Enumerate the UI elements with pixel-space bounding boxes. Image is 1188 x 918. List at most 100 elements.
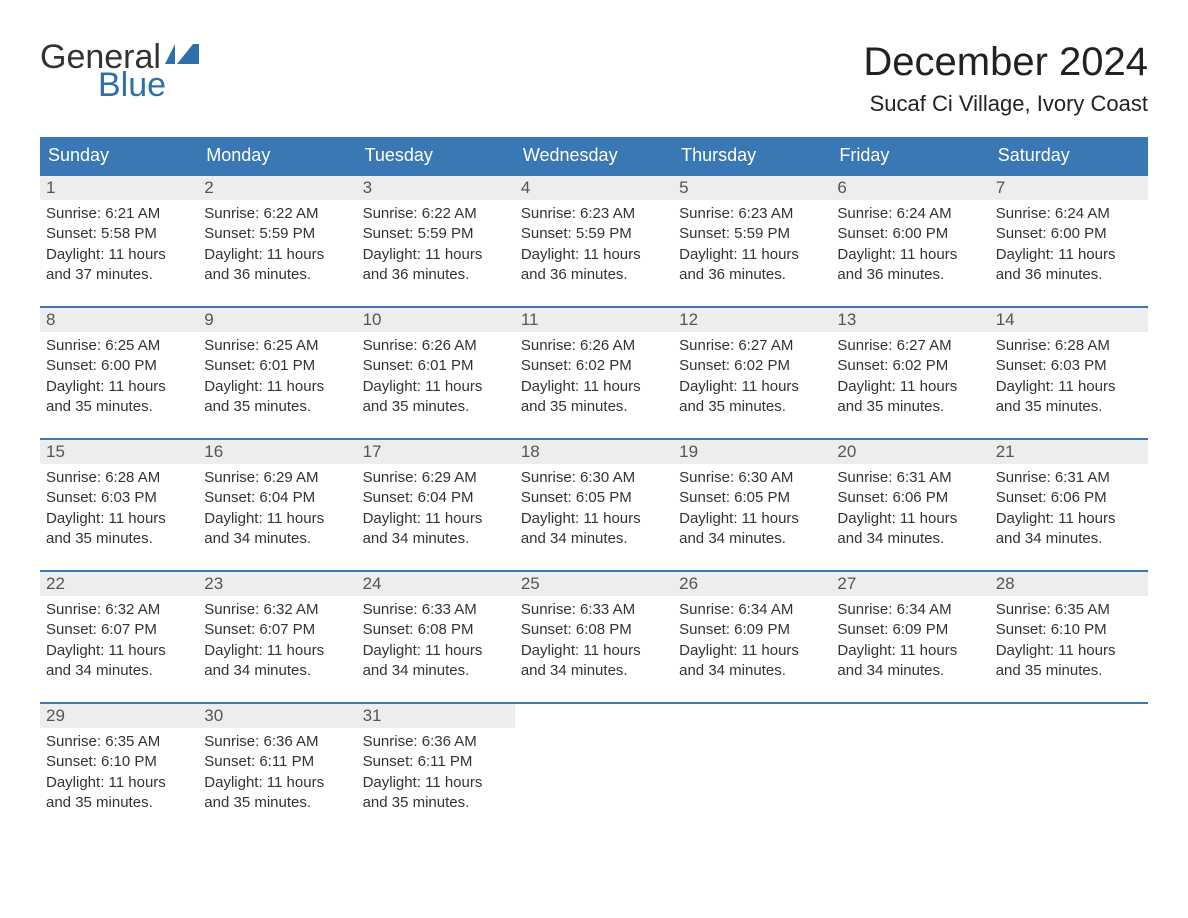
- day-cell: 12Sunrise: 6:27 AMSunset: 6:02 PMDayligh…: [673, 308, 831, 428]
- day-body: Sunrise: 6:29 AMSunset: 6:04 PMDaylight:…: [357, 464, 515, 555]
- sunrise-text: Sunrise: 6:21 AM: [46, 204, 192, 224]
- page-header: General Blue December 2024 Sucaf Ci Vill…: [40, 40, 1148, 117]
- sunrise-text: Sunrise: 6:27 AM: [837, 336, 983, 356]
- day-body: Sunrise: 6:35 AMSunset: 6:10 PMDaylight:…: [40, 728, 198, 819]
- day-number: 22: [40, 572, 198, 596]
- daylight-text-2: and 34 minutes.: [521, 661, 667, 681]
- sunrise-text: Sunrise: 6:23 AM: [521, 204, 667, 224]
- sunset-text: Sunset: 6:11 PM: [204, 752, 350, 772]
- daylight-text-1: Daylight: 11 hours: [521, 641, 667, 661]
- location-subtitle: Sucaf Ci Village, Ivory Coast: [863, 91, 1148, 117]
- day-number: 31: [357, 704, 515, 728]
- day-cell: 8Sunrise: 6:25 AMSunset: 6:00 PMDaylight…: [40, 308, 198, 428]
- daylight-text-1: Daylight: 11 hours: [521, 509, 667, 529]
- weekday-header: Saturday: [990, 137, 1148, 174]
- weekday-header: Monday: [198, 137, 356, 174]
- day-cell: [831, 704, 989, 824]
- day-cell: 16Sunrise: 6:29 AMSunset: 6:04 PMDayligh…: [198, 440, 356, 560]
- day-number: 14: [990, 308, 1148, 332]
- day-number: 2: [198, 176, 356, 200]
- week-row: 15Sunrise: 6:28 AMSunset: 6:03 PMDayligh…: [40, 438, 1148, 560]
- sunrise-text: Sunrise: 6:22 AM: [363, 204, 509, 224]
- weekday-header: Sunday: [40, 137, 198, 174]
- day-cell: 18Sunrise: 6:30 AMSunset: 6:05 PMDayligh…: [515, 440, 673, 560]
- sunset-text: Sunset: 6:07 PM: [46, 620, 192, 640]
- day-number-empty: [831, 704, 989, 728]
- daylight-text-2: and 34 minutes.: [204, 661, 350, 681]
- day-cell: [990, 704, 1148, 824]
- daylight-text-2: and 35 minutes.: [996, 397, 1142, 417]
- day-body: Sunrise: 6:25 AMSunset: 6:00 PMDaylight:…: [40, 332, 198, 423]
- title-block: December 2024 Sucaf Ci Village, Ivory Co…: [863, 40, 1148, 117]
- weekday-header: Thursday: [673, 137, 831, 174]
- sunrise-text: Sunrise: 6:23 AM: [679, 204, 825, 224]
- sunset-text: Sunset: 5:58 PM: [46, 224, 192, 244]
- day-cell: 31Sunrise: 6:36 AMSunset: 6:11 PMDayligh…: [357, 704, 515, 824]
- sunrise-text: Sunrise: 6:30 AM: [521, 468, 667, 488]
- day-body: Sunrise: 6:26 AMSunset: 6:01 PMDaylight:…: [357, 332, 515, 423]
- sunset-text: Sunset: 6:02 PM: [521, 356, 667, 376]
- weekday-header: Wednesday: [515, 137, 673, 174]
- day-cell: 14Sunrise: 6:28 AMSunset: 6:03 PMDayligh…: [990, 308, 1148, 428]
- day-body: Sunrise: 6:27 AMSunset: 6:02 PMDaylight:…: [673, 332, 831, 423]
- daylight-text-2: and 34 minutes.: [837, 661, 983, 681]
- day-number-empty: [673, 704, 831, 728]
- brand-logo: General Blue: [40, 40, 199, 102]
- day-cell: 29Sunrise: 6:35 AMSunset: 6:10 PMDayligh…: [40, 704, 198, 824]
- weekday-header-row: Sunday Monday Tuesday Wednesday Thursday…: [40, 137, 1148, 174]
- day-number: 5: [673, 176, 831, 200]
- day-cell: 19Sunrise: 6:30 AMSunset: 6:05 PMDayligh…: [673, 440, 831, 560]
- day-number: 26: [673, 572, 831, 596]
- sunrise-text: Sunrise: 6:26 AM: [521, 336, 667, 356]
- day-cell: 22Sunrise: 6:32 AMSunset: 6:07 PMDayligh…: [40, 572, 198, 692]
- sunrise-text: Sunrise: 6:36 AM: [204, 732, 350, 752]
- day-body: Sunrise: 6:34 AMSunset: 6:09 PMDaylight:…: [673, 596, 831, 687]
- sunset-text: Sunset: 6:08 PM: [521, 620, 667, 640]
- daylight-text-2: and 35 minutes.: [204, 397, 350, 417]
- daylight-text-1: Daylight: 11 hours: [46, 641, 192, 661]
- day-number-empty: [515, 704, 673, 728]
- day-number: 20: [831, 440, 989, 464]
- week-row: 1Sunrise: 6:21 AMSunset: 5:58 PMDaylight…: [40, 174, 1148, 296]
- day-cell: 13Sunrise: 6:27 AMSunset: 6:02 PMDayligh…: [831, 308, 989, 428]
- brand-word-2: Blue: [40, 68, 199, 102]
- daylight-text-2: and 34 minutes.: [204, 529, 350, 549]
- daylight-text-1: Daylight: 11 hours: [679, 641, 825, 661]
- day-cell: 26Sunrise: 6:34 AMSunset: 6:09 PMDayligh…: [673, 572, 831, 692]
- day-number: 24: [357, 572, 515, 596]
- sunset-text: Sunset: 6:04 PM: [363, 488, 509, 508]
- daylight-text-2: and 35 minutes.: [46, 529, 192, 549]
- daylight-text-2: and 36 minutes.: [521, 265, 667, 285]
- month-title: December 2024: [863, 40, 1148, 85]
- sunrise-text: Sunrise: 6:31 AM: [837, 468, 983, 488]
- sunset-text: Sunset: 5:59 PM: [204, 224, 350, 244]
- daylight-text-1: Daylight: 11 hours: [204, 509, 350, 529]
- day-cell: 1Sunrise: 6:21 AMSunset: 5:58 PMDaylight…: [40, 176, 198, 296]
- sunset-text: Sunset: 6:05 PM: [679, 488, 825, 508]
- day-cell: 2Sunrise: 6:22 AMSunset: 5:59 PMDaylight…: [198, 176, 356, 296]
- sunrise-text: Sunrise: 6:31 AM: [996, 468, 1142, 488]
- daylight-text-1: Daylight: 11 hours: [46, 377, 192, 397]
- daylight-text-2: and 34 minutes.: [363, 529, 509, 549]
- day-cell: [673, 704, 831, 824]
- week-row: 22Sunrise: 6:32 AMSunset: 6:07 PMDayligh…: [40, 570, 1148, 692]
- week-row: 8Sunrise: 6:25 AMSunset: 6:00 PMDaylight…: [40, 306, 1148, 428]
- daylight-text-2: and 35 minutes.: [46, 793, 192, 813]
- day-number: 21: [990, 440, 1148, 464]
- day-number: 19: [673, 440, 831, 464]
- daylight-text-2: and 36 minutes.: [837, 265, 983, 285]
- daylight-text-2: and 36 minutes.: [679, 265, 825, 285]
- daylight-text-1: Daylight: 11 hours: [46, 509, 192, 529]
- daylight-text-2: and 34 minutes.: [679, 529, 825, 549]
- sunrise-text: Sunrise: 6:24 AM: [837, 204, 983, 224]
- daylight-text-2: and 35 minutes.: [46, 397, 192, 417]
- day-number: 15: [40, 440, 198, 464]
- day-body: Sunrise: 6:34 AMSunset: 6:09 PMDaylight:…: [831, 596, 989, 687]
- sunrise-text: Sunrise: 6:26 AM: [363, 336, 509, 356]
- day-number: 13: [831, 308, 989, 332]
- daylight-text-1: Daylight: 11 hours: [46, 245, 192, 265]
- sunrise-text: Sunrise: 6:22 AM: [204, 204, 350, 224]
- daylight-text-2: and 34 minutes.: [521, 529, 667, 549]
- day-body: Sunrise: 6:24 AMSunset: 6:00 PMDaylight:…: [990, 200, 1148, 291]
- daylight-text-1: Daylight: 11 hours: [204, 773, 350, 793]
